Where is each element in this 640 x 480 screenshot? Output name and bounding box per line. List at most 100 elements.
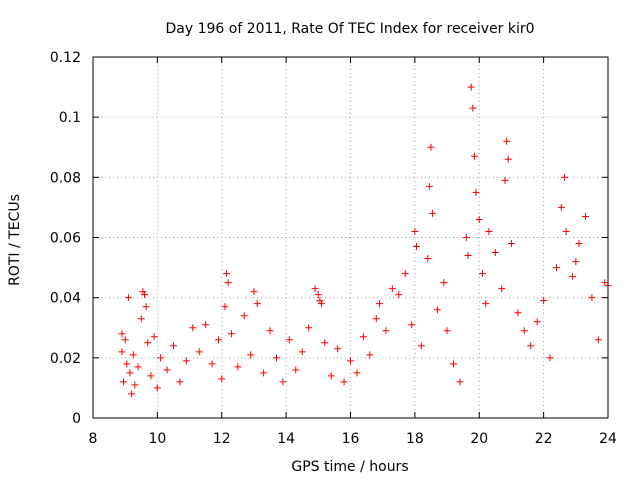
data-point [224, 279, 232, 287]
data-point [131, 381, 139, 389]
x-tick-label: 22 [535, 431, 553, 447]
data-point [253, 300, 261, 308]
data-point [250, 288, 258, 296]
data-point [482, 300, 490, 308]
x-tick-label: 18 [406, 431, 424, 447]
data-point [123, 360, 131, 368]
data-point [470, 152, 478, 160]
data-point [388, 285, 396, 293]
data-point [126, 369, 134, 377]
data-point [569, 273, 577, 281]
data-point [501, 176, 509, 184]
data-point [227, 330, 235, 338]
data-point [412, 243, 420, 251]
data-point [208, 360, 216, 368]
data-point [429, 209, 437, 217]
data-point [440, 279, 448, 287]
data-point [472, 188, 480, 196]
y-tick-label: 0.1 [59, 110, 81, 126]
data-point [401, 270, 409, 278]
data-point [318, 300, 326, 308]
data-point [533, 318, 541, 326]
data-point [153, 384, 161, 392]
data-point [266, 327, 274, 335]
x-tick-label: 16 [342, 431, 360, 447]
data-point [540, 297, 548, 305]
data-point [427, 143, 435, 151]
y-tick-label: 0.12 [50, 50, 81, 66]
data-point [417, 342, 425, 350]
x-axis-label: GPS time / hours [291, 459, 408, 475]
data-point [469, 104, 477, 112]
data-point [485, 227, 493, 235]
data-point [581, 212, 589, 220]
data-point [223, 270, 231, 278]
data-point [163, 366, 171, 374]
data-point [298, 348, 306, 356]
data-point [169, 342, 177, 350]
data-point [182, 357, 190, 365]
data-points [118, 83, 612, 398]
y-tick-label: 0.04 [50, 291, 81, 307]
data-point [147, 372, 155, 380]
data-point [562, 227, 570, 235]
data-point [456, 378, 464, 386]
data-point [372, 315, 380, 323]
data-point [462, 234, 470, 241]
data-point [411, 227, 419, 235]
data-point [464, 252, 472, 260]
data-point [375, 300, 383, 308]
data-point [157, 354, 165, 362]
chart-title: Day 196 of 2011, Rate Of TEC Index for r… [165, 21, 534, 37]
data-point [527, 342, 535, 350]
data-point [450, 360, 457, 368]
data-point [260, 369, 268, 377]
data-point [124, 294, 132, 302]
data-point [218, 375, 226, 383]
data-point [359, 333, 367, 341]
y-axis-label: ROTI / TECUs [7, 194, 23, 286]
data-point [575, 240, 583, 248]
data-point [601, 279, 609, 287]
data-point [557, 203, 565, 211]
data-point [139, 288, 147, 296]
data-point [395, 291, 403, 299]
y-tick-label: 0.02 [50, 351, 81, 367]
data-point [588, 294, 596, 302]
x-tick-label: 10 [148, 431, 166, 447]
data-point [137, 315, 145, 323]
data-point [150, 333, 158, 341]
data-point [347, 357, 354, 365]
data-point [408, 321, 416, 329]
y-tick-label: 0.08 [50, 170, 81, 186]
x-tick-label: 24 [599, 431, 617, 447]
data-point [311, 285, 319, 293]
x-tick-label: 20 [470, 431, 488, 447]
x-tick-label: 8 [89, 431, 98, 447]
data-point [504, 155, 512, 163]
y-tick-label: 0.06 [50, 231, 81, 247]
data-point [327, 372, 335, 380]
data-point [234, 363, 242, 371]
data-point [121, 336, 129, 344]
data-point [425, 182, 433, 190]
data-point [366, 351, 374, 359]
data-point [546, 354, 554, 362]
data-point [478, 270, 486, 278]
data-point [475, 215, 483, 223]
data-point [195, 348, 203, 356]
data-point [467, 83, 475, 91]
data-point [305, 324, 313, 332]
data-point [247, 351, 255, 359]
data-point [272, 354, 280, 362]
data-point [520, 327, 528, 335]
data-point [142, 303, 150, 311]
data-point [176, 378, 184, 386]
data-point [316, 297, 324, 305]
data-point [215, 336, 223, 344]
data-point [353, 369, 361, 377]
y-tick-label: 0 [72, 411, 81, 427]
data-point [240, 312, 248, 320]
data-point [189, 324, 197, 332]
